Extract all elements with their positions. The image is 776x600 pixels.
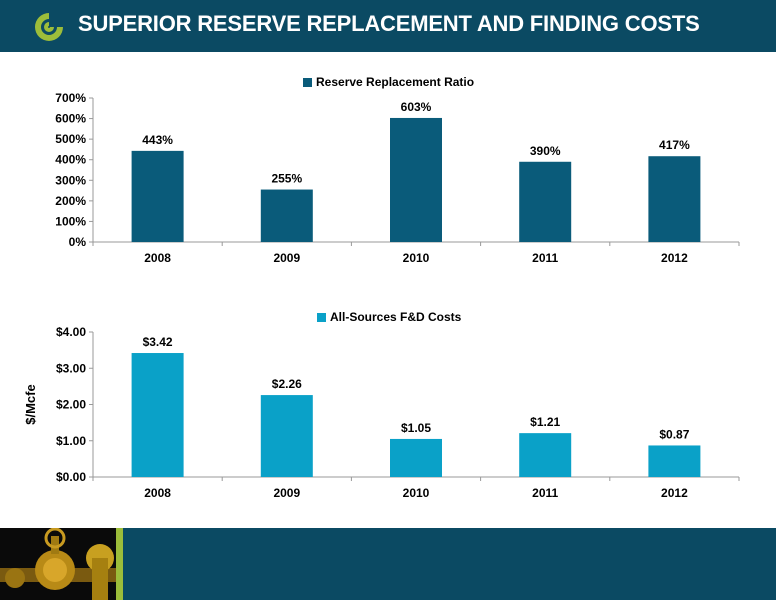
y-tick-label: 100% (55, 214, 86, 228)
company-logo-icon (35, 13, 63, 41)
reserve-replacement-chart: Reserve Replacement Ratio 0% 100% 200% 300% 4… (55, 75, 740, 265)
bar (519, 161, 572, 242)
data-label: $1.21 (530, 415, 560, 429)
data-label: 255% (271, 172, 302, 186)
bar (390, 438, 442, 477)
y-tick-label: $2.00 (56, 398, 86, 412)
x-tick-label: 2008 (144, 251, 171, 265)
bar (519, 433, 572, 477)
bar (260, 189, 313, 242)
footer-accent-stripe (116, 528, 123, 600)
x-tick-label: 2008 (144, 486, 171, 500)
x-tick-label: 2010 (403, 486, 430, 500)
x-tick-label: 2009 (273, 486, 300, 500)
y-tick-label: $4.00 (56, 325, 86, 339)
y-tick-label: $1.00 (56, 434, 86, 448)
bar (260, 395, 313, 477)
x-tick-label: 2011 (532, 486, 558, 500)
legend-label: All-Sources F&D Costs (330, 310, 462, 324)
x-tick-label: 2009 (273, 251, 300, 265)
data-label: $1.05 (401, 421, 431, 435)
bar (648, 445, 701, 477)
legend-label: Reserve Replacement Ratio (316, 75, 474, 89)
y-tick-label: 300% (55, 173, 86, 187)
y-tick-label: 700% (55, 91, 86, 105)
data-label: $0.87 (659, 427, 689, 441)
x-tick-label: 2012 (661, 486, 688, 500)
bar (131, 150, 184, 242)
y-tick-label: 400% (55, 153, 86, 167)
data-label: 443% (142, 133, 173, 147)
legend-swatch (303, 78, 312, 87)
bar (390, 117, 442, 242)
y-tick-label: $0.00 (56, 470, 86, 484)
data-label: 390% (530, 144, 561, 158)
x-tick-label: 2010 (403, 251, 430, 265)
y-tick-label: 600% (55, 112, 86, 126)
y-tick-label: 200% (55, 194, 86, 208)
data-label: 603% (401, 100, 432, 114)
data-label: $2.26 (272, 377, 302, 391)
data-label: 417% (659, 138, 690, 152)
y-tick-label: 0% (69, 235, 87, 249)
legend: All-Sources F&D Costs (317, 310, 462, 324)
data-label: $3.42 (143, 335, 173, 349)
page-title: SUPERIOR RESERVE REPLACEMENT AND FINDING… (78, 11, 700, 36)
footer-valve-image (0, 528, 116, 600)
y-tick-label: 500% (55, 132, 86, 146)
x-tick-label: 2011 (532, 251, 558, 265)
legend: Reserve Replacement Ratio (303, 75, 474, 89)
footer-bar (0, 528, 776, 600)
y-tick-label: $3.00 (56, 361, 86, 375)
x-tick-label: 2012 (661, 251, 688, 265)
header-bar: SUPERIOR RESERVE REPLACEMENT AND FINDING… (0, 0, 776, 52)
legend-swatch (317, 313, 326, 322)
bar (131, 353, 184, 477)
fd-costs-chart: All-Sources F&D Costs $0.00 $1.00 $2.00 $3.0… (23, 310, 740, 500)
y-axis-title: $/Mcfe (23, 384, 38, 424)
bar (648, 156, 701, 242)
